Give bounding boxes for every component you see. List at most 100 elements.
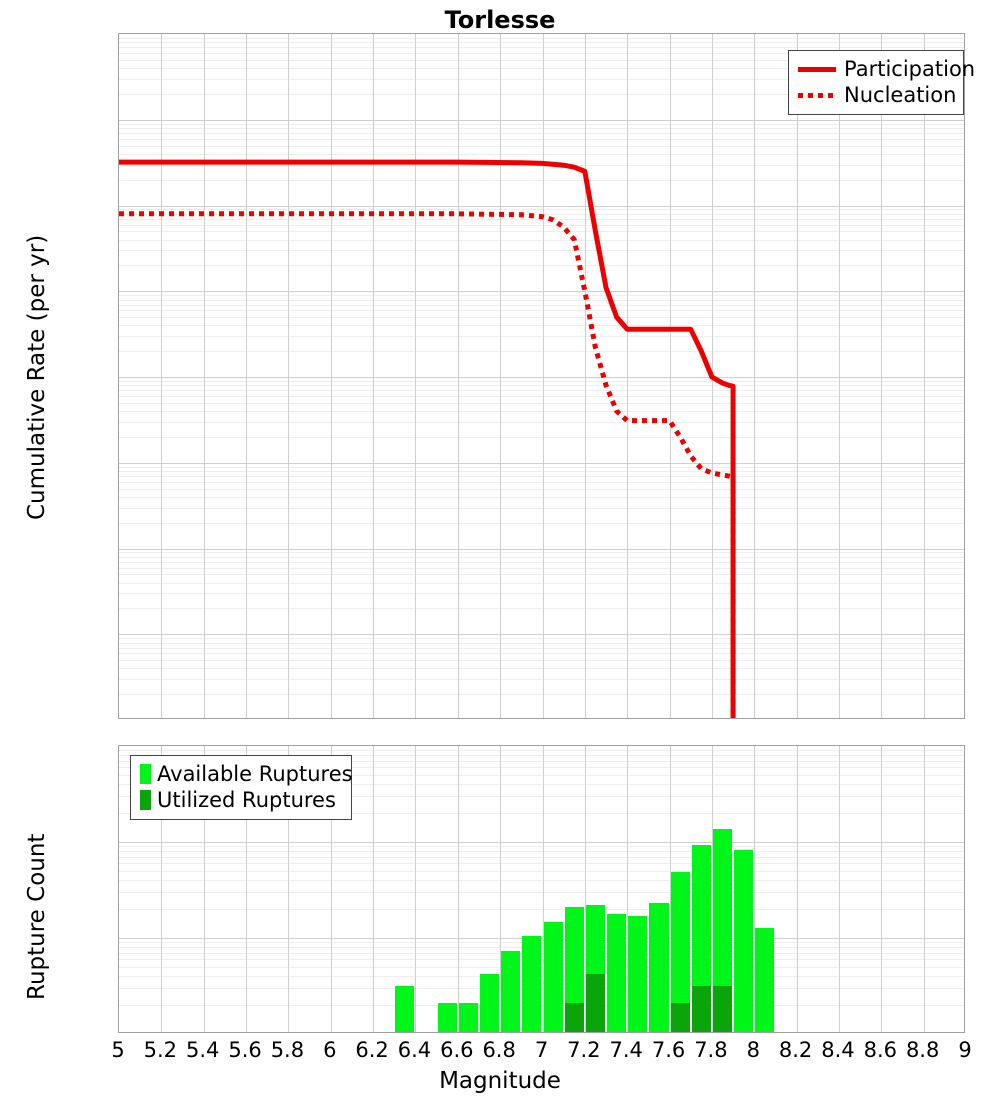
gridline-h-minor [119,317,964,319]
legend-label-participation: Participation [844,56,976,81]
gridline-h-minor [119,574,964,576]
gridline-h-minor [119,952,964,954]
legend-label-utilized-ruptures: Utilized Ruptures [157,787,336,812]
bar-available-7.6 [670,872,690,1032]
gridline-h-minor [119,138,964,140]
dotted-line-icon [798,92,836,98]
gridline-h-minor [119,593,964,595]
gridline-h-minor [119,552,964,554]
legend-item-available-ruptures: Available Ruptures [140,761,353,787]
utilized-ruptures-swatch-icon [140,790,151,810]
gridline-h-minor [119,892,964,894]
gridline-h-minor [119,466,964,468]
bottom-panel-legend: Available Ruptures Utilized Ruptures [130,755,353,820]
gridline-v [288,746,290,1032]
x-tick-6.2: 6.2 [355,1038,389,1062]
gridline-v [711,746,713,1032]
gridline-v [161,34,163,718]
bar-available-7.3 [607,913,627,1032]
x-tick-5.8: 5.8 [270,1038,305,1062]
gridline-v [542,34,544,718]
x-tick-5: 5 [111,1038,125,1062]
gridline-h-minor [119,880,964,882]
gridline-v [923,34,925,718]
gridline-v [457,34,459,718]
x-tick-6.8: 6.8 [482,1038,516,1062]
bar-utilized-7.1 [564,1003,584,1032]
gridline-h-minor [119,496,964,498]
gridline-h-minor [119,295,964,297]
x-tick-5.4: 5.4 [185,1038,220,1062]
bar-available-7.4 [628,916,648,1032]
gridline-h [119,634,964,636]
gridline-h-minor [119,796,964,798]
gridline-h-minor [119,299,964,301]
gridline-h-minor [119,481,964,483]
x-tick-8: 8 [746,1038,760,1062]
gridline-h [119,462,964,464]
page-title: Torlesse [444,6,556,34]
gridline-h-minor [119,250,964,252]
x-tick-8.2: 8.2 [778,1038,813,1062]
gridline-v [754,746,756,1032]
gridline-v [754,34,756,718]
gridline-h-minor [119,561,964,563]
gridline-h-minor [119,507,964,509]
gridline-h-minor [119,909,964,911]
x-tick-5.2: 5.2 [143,1038,178,1062]
bar-utilized-7.6 [670,1003,690,1032]
gridline-h-minor [119,145,964,147]
gridline-h-minor [119,556,964,558]
gridline-h [119,377,964,378]
gridline-h-minor [119,976,964,978]
bar-available-8.0 [755,928,775,1032]
gridline-h-minor [119,642,964,644]
legend-item-nucleation: Nucleation [798,82,956,108]
gridline-v [584,746,586,1032]
gridline-v [203,746,205,1032]
x-tick-7.6: 7.6 [651,1038,686,1062]
gridline-h-minor [119,325,964,327]
gridline-h-minor [119,942,964,944]
gridline-h-minor [119,750,964,752]
gridline-v [288,34,290,718]
gridline-v [415,746,417,1032]
gridline-v [627,746,629,1032]
bar-available-6.8 [501,950,521,1032]
x-tick-8.8: 8.8 [905,1038,940,1062]
gridline-h [119,205,964,207]
gridline-h-minor [119,37,964,39]
gridline-h [119,119,964,121]
gridline-h-minor [119,218,964,220]
x-axis-title: Magnitude [439,1068,561,1094]
top-panel-legend: Participation Nucleation [788,50,975,115]
gridline-v [923,746,925,1032]
gridline-h-minor [119,784,964,786]
x-tick-7: 7 [534,1038,549,1062]
gridline-h-minor [119,224,964,226]
bar-available-6.9 [522,936,542,1032]
gridline-h-minor [119,856,964,858]
x-tick-6.6: 6.6 [440,1038,474,1062]
gridline-v [161,746,163,1032]
gridline-h-minor [119,608,964,610]
gridline-h-minor [119,774,964,776]
gridline-v [246,34,248,718]
gridline-h-minor [119,310,964,312]
curve-participation [119,159,736,718]
gridline-h-minor [119,647,964,649]
gridline-h-minor [119,476,964,478]
gridline-h-minor [119,421,964,423]
bar-available-7.1 [564,907,584,1032]
gridline-v [373,746,375,1032]
gridline-h-minor [119,638,964,640]
gridline-h-minor [119,385,964,387]
gridline-h-minor [119,123,964,125]
curve-nucleation [119,211,736,718]
x-tick-7.2: 7.2 [567,1038,601,1062]
gridline-h-minor [119,966,964,968]
gridline-h-minor [119,93,964,95]
gridline-h-minor [119,760,964,762]
gridline-h-minor [119,679,964,681]
